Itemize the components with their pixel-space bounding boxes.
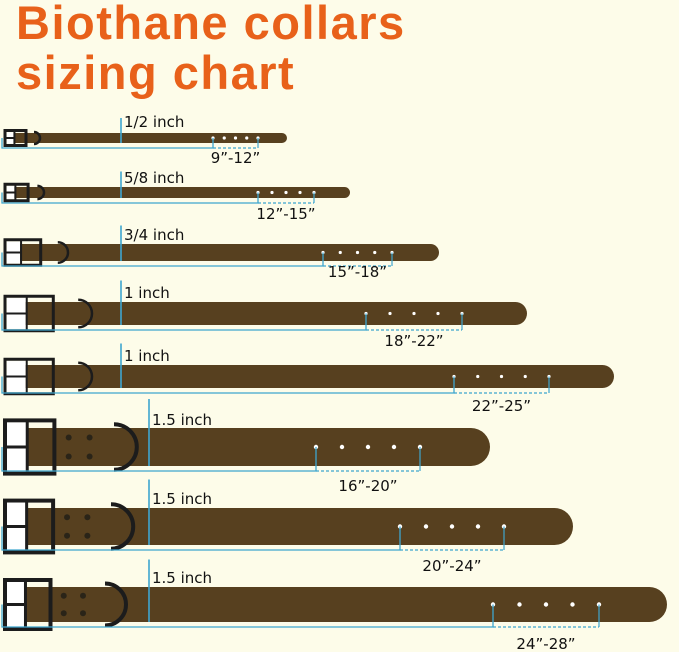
width-label: 3/4 inch (124, 226, 184, 244)
width-label: 1 inch (124, 284, 170, 302)
strap-hole (270, 190, 274, 195)
collar-row: 1 inch 22”-25” (1, 343, 614, 415)
rivet-icon (65, 434, 72, 441)
d-ring-icon (57, 241, 70, 264)
length-measure-line (1, 138, 214, 149)
title-line-1: Biothane collars (16, 0, 406, 49)
title-line-2: sizing chart (16, 46, 296, 99)
length-measure-line (1, 192, 259, 204)
length-measure-line (1, 376, 455, 394)
rivet-icon (84, 532, 91, 539)
d-ring-icon (104, 581, 128, 628)
size-range-label: 18”-22” (384, 332, 443, 350)
size-range-label: 15”-18” (328, 263, 387, 281)
rivet-icon (80, 592, 86, 599)
collar-strap (10, 428, 490, 466)
size-range-label: 9”-12” (211, 149, 261, 167)
length-measure-line (1, 604, 494, 628)
length-measure-line (1, 252, 324, 267)
collar-strap (10, 508, 573, 545)
length-measure-line (1, 447, 317, 472)
strap-hole (388, 311, 392, 316)
strap-hole (543, 602, 549, 607)
strap-hole (373, 250, 377, 255)
d-ring-icon (78, 298, 94, 329)
collar-strap (10, 587, 667, 622)
d-ring-icon (113, 422, 139, 472)
strap-hole (222, 136, 226, 140)
d-ring-icon (78, 361, 94, 392)
strap-hole (233, 136, 238, 140)
d-ring-icon (37, 184, 46, 201)
collar-row: 1.5 inch 20”-24” (1, 479, 573, 575)
collar-strap (10, 133, 287, 143)
strap-hole (412, 311, 416, 316)
width-label: 1.5 inch (152, 490, 212, 508)
rivet-icon (64, 532, 71, 539)
collar-row: 3/4 inch 15”-18” (1, 225, 439, 281)
rivet-icon (64, 514, 71, 521)
width-label: 1.5 inch (152, 569, 212, 587)
width-label: 1 inch (124, 347, 170, 365)
collar-strap (10, 244, 439, 261)
strap-hole (423, 524, 429, 529)
size-range-label: 16”-20” (338, 477, 397, 495)
width-label: 1/2 inch (124, 113, 184, 131)
d-ring-icon (33, 130, 42, 146)
size-range-label: 20”-24” (422, 557, 481, 575)
strap-hole (570, 602, 575, 607)
strap-hole (475, 524, 481, 529)
strap-hole (499, 374, 504, 379)
strap-hole (284, 190, 288, 195)
width-label: 5/8 inch (124, 169, 184, 187)
rivet-icon (86, 434, 93, 441)
collar-row: 1 inch 18”-22” (1, 280, 527, 350)
strap-hole (449, 524, 455, 529)
collar-row: 1.5 inch 24”-28” (1, 559, 667, 652)
rivet-icon (65, 453, 72, 460)
strap-hole (391, 444, 397, 450)
rivet-icon (84, 514, 91, 521)
rivet-icon (80, 610, 86, 617)
rivet-icon (86, 453, 93, 460)
width-label: 1.5 inch (152, 411, 212, 429)
strap-hole (339, 444, 345, 450)
rivet-icon (60, 610, 67, 617)
collar-strap (10, 302, 527, 325)
size-range-label: 22”-25” (472, 397, 531, 415)
strap-hole (355, 250, 360, 255)
strap-hole (298, 190, 302, 195)
strap-hole (523, 374, 527, 379)
collar-strap (10, 187, 350, 198)
collar-strap (10, 365, 614, 388)
length-measure-line (1, 526, 401, 551)
length-measure-line (1, 313, 367, 331)
size-range-label: 24”-28” (516, 635, 575, 652)
strap-hole (517, 602, 522, 607)
rivet-icon (60, 592, 67, 599)
strap-hole (476, 374, 480, 379)
size-range-label: 12”-15” (256, 205, 315, 223)
strap-hole (436, 311, 440, 316)
collar-row: 1/2 inch 9”-12” (1, 113, 287, 167)
strap-hole (365, 444, 371, 450)
strap-hole (245, 136, 249, 140)
d-ring-icon (110, 502, 136, 551)
collar-row: 5/8 inch 12”-15” (1, 169, 350, 223)
collar-row: 1.5 inch 16”-20” (1, 399, 490, 495)
strap-hole (338, 250, 342, 255)
